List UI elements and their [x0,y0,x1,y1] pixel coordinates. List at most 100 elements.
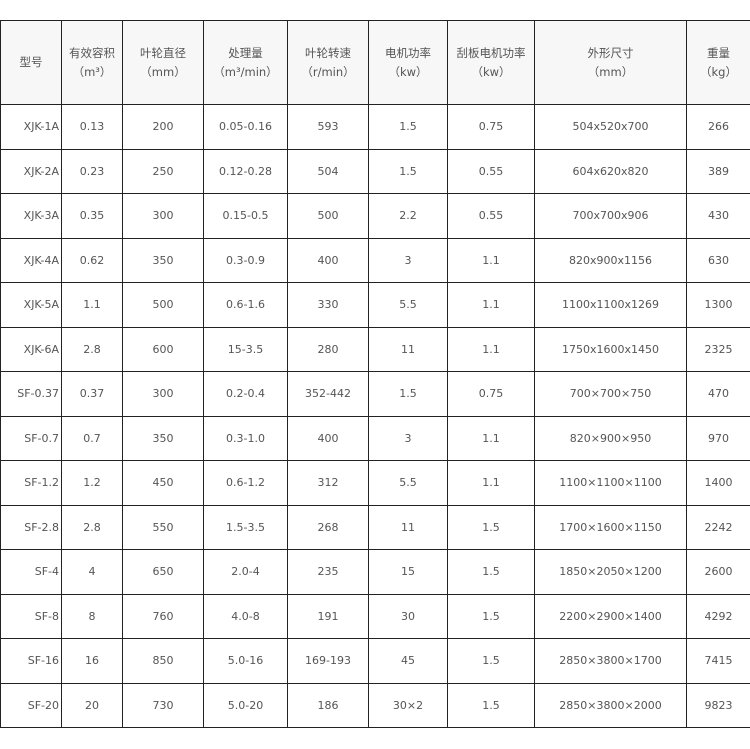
table-cell: 970 [686,415,750,461]
table-row: XJK-3A 0.35 300 0.15-0.5 500 2.2 0.55 700x700x9… [0,193,750,239]
table-cell: 4292 [686,593,750,639]
table-row: SF-4 4 650 2.0-4 235 15 1.5 1850×2050×1200 2600 [0,549,750,595]
table-cell: 700x700x906 [534,193,687,239]
table-cell: 0.15-0.5 [203,193,288,239]
table-cell: 20 [61,682,123,728]
table-cell: 504 [287,148,369,194]
table-cell: 2.2 [368,193,448,239]
table-cell: 16 [61,638,123,684]
table-cell: 2.8 [61,326,123,372]
table-cell: 300 [122,371,204,417]
table-row: XJK-1A 0.13 200 0.05-0.16 593 1.5 0.75 504x520x… [0,104,750,150]
table-cell: 2325 [686,326,750,372]
table-row: SF-16 16 850 5.0-16 169-193 45 1.5 2850×3800×17… [0,638,750,684]
table-cell: 450 [122,460,204,506]
table-cell: 312 [287,460,369,506]
table-cell: 700×700×750 [534,371,687,417]
table-cell: XJK-2A [0,148,62,194]
table-cell: 550 [122,504,204,550]
table-cell: 2600 [686,549,750,595]
table-cell: 593 [287,104,369,150]
table-row: SF-8 8 760 4.0-8 191 30 1.5 2200×2900×1400 4292 [0,593,750,639]
table-cell: 350 [122,415,204,461]
column-header-label: 外形尺寸 [587,45,634,60]
table-cell: 0.3-0.9 [203,237,288,283]
header-row: 型号 有效容积 （m³） 叶轮直径 （mm） 处理量 （m³/min） 叶轮转速 （r/min）… [0,20,750,105]
table-cell: 11 [368,326,448,372]
table-cell: 1.1 [447,326,535,372]
table-cell: SF-4 [0,549,62,595]
table-cell: 500 [287,193,369,239]
table-cell: 0.12-0.28 [203,148,288,194]
table-cell: 5.5 [368,460,448,506]
table-cell: 0.55 [447,193,535,239]
table-cell: 850 [122,638,204,684]
table-cell: 1.2 [61,460,123,506]
table-cell: 400 [287,415,369,461]
table-cell: 1100x1100x1269 [534,282,687,328]
table-cell: 430 [686,193,750,239]
table-cell: 4 [61,549,123,595]
column-header: 有效容积 （m³） [61,20,123,105]
table-cell: 600 [122,326,204,372]
table-cell: 1.5 [368,104,448,150]
column-header: 重量 （kg） [686,20,750,105]
table-cell: 2.0-4 [203,549,288,595]
table-cell: 0.13 [61,104,123,150]
column-header-unit: （m³） [72,64,112,79]
table-cell: 0.75 [447,371,535,417]
table-cell: 5.0-16 [203,638,288,684]
table-cell: 5.5 [368,282,448,328]
table-row: XJK-6A 2.8 600 15-3.5 280 11 1.1 1750x1600x1450… [0,326,750,372]
column-header-label: 电机功率 [385,45,431,60]
table-cell: 8 [61,593,123,639]
table-cell: 760 [122,593,204,639]
column-header: 处理量 （m³/min） [203,20,288,105]
column-header: 叶轮直径 （mm） [122,20,204,105]
table-cell: 11 [368,504,448,550]
table-cell: 1.5 [447,504,535,550]
table-cell: 268 [287,504,369,550]
table-cell: 820×900×950 [534,415,687,461]
table-cell: 630 [686,237,750,283]
table-cell: 1.1 [447,237,535,283]
column-header-label: 叶轮转速 [305,45,351,60]
table-cell: 7415 [686,638,750,684]
table-cell: 0.37 [61,371,123,417]
table-cell: 1.5-3.5 [203,504,288,550]
table-cell: SF-1.2 [0,460,62,506]
table-cell: 5.0-20 [203,682,288,728]
table-cell: 0.23 [61,148,123,194]
specs-table: 型号 有效容积 （m³） 叶轮直径 （mm） 处理量 （m³/min） 叶轮转速 （r/min）… [0,20,750,728]
table-cell: 4.0-8 [203,593,288,639]
table-cell: 730 [122,682,204,728]
table-cell: 15 [368,549,448,595]
table-cell: 400 [287,237,369,283]
table-cell: 650 [122,549,204,595]
table-cell: 0.35 [61,193,123,239]
table-cell: 2200×2900×1400 [534,593,687,639]
table-cell: 0.6-1.2 [203,460,288,506]
table-cell: 0.7 [61,415,123,461]
table-cell: 266 [686,104,750,150]
table-row: XJK-2A 0.23 250 0.12-0.28 504 1.5 0.55 604x620x… [0,148,750,194]
column-header: 刮板电机功率 （kw） [447,20,535,105]
table-cell: 169-193 [287,638,369,684]
table-cell: 604x620x820 [534,148,687,194]
column-header: 叶轮转速 （r/min） [287,20,369,105]
table-cell: 1100×1100×1100 [534,460,687,506]
table-cell: 1700×1600×1150 [534,504,687,550]
table-cell: 470 [686,371,750,417]
table-cell: 1.1 [447,415,535,461]
table-cell: 504x520x700 [534,104,687,150]
table-cell: 0.55 [447,148,535,194]
table-cell: SF-20 [0,682,62,728]
table-cell: 0.6-1.6 [203,282,288,328]
table-row: SF-1.2 1.2 450 0.6-1.2 312 5.5 1.1 1100×1100×11… [0,460,750,506]
column-header-unit: （r/min） [301,64,355,79]
table-cell: 330 [287,282,369,328]
table-cell: 45 [368,638,448,684]
table-cell: XJK-3A [0,193,62,239]
table-cell: 300 [122,193,204,239]
table-cell: 3 [368,237,448,283]
